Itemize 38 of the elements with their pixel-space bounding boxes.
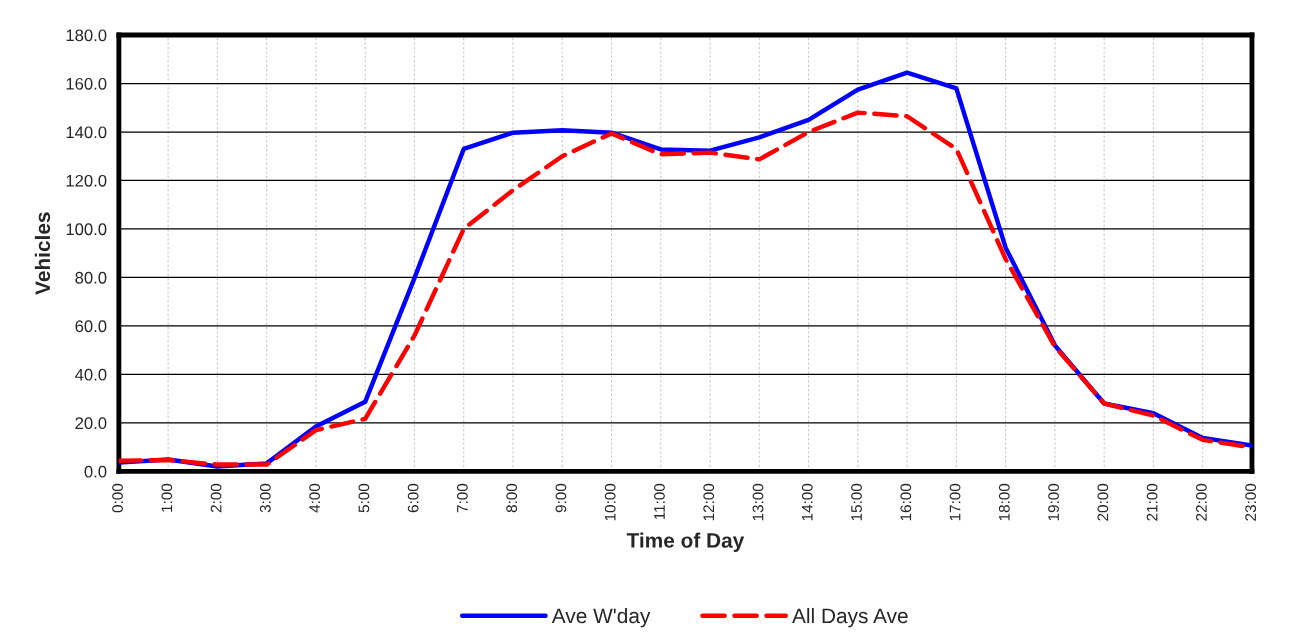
x-tick-label: 21:00 — [1146, 483, 1158, 521]
y-tick-label: 0.0 — [84, 465, 107, 478]
x-tick-label: 11:00 — [654, 483, 665, 520]
y-tick-label: 20.0 — [75, 417, 107, 430]
x-tick-label: 3:00 — [259, 483, 271, 513]
y-axis-title: Vehicles — [34, 212, 51, 295]
x-tick-label: 0:00 — [112, 483, 123, 513]
x-tick-label: 1:00 — [161, 483, 173, 512]
x-tick-label: 18:00 — [998, 483, 1010, 521]
x-tick-label: 16:00 — [900, 483, 912, 521]
y-tick-label: 60.0 — [75, 320, 107, 333]
legend-label: All Days Ave — [792, 607, 908, 628]
x-tick-label: 4:00 — [309, 483, 321, 513]
x-tick-label: 2:00 — [210, 483, 222, 513]
x-tick-label: 17:00 — [949, 483, 961, 521]
x-tick-label: 10:00 — [604, 483, 616, 521]
x-tick-label: 6:00 — [407, 483, 419, 513]
x-tick-label: 15:00 — [851, 483, 862, 521]
x-tick-label: 5:00 — [358, 483, 370, 513]
x-tick-label: 9:00 — [555, 483, 567, 513]
x-tick-label: 7:00 — [457, 483, 468, 513]
x-tick-label: 19:00 — [1048, 483, 1059, 521]
legend-label: Ave W'day — [551, 607, 651, 628]
x-tick-label: 23:00 — [1245, 483, 1257, 521]
y-tick-label: 40.0 — [75, 368, 107, 381]
x-tick-label: 12:00 — [703, 483, 715, 521]
y-tick-label: 100.0 — [66, 223, 107, 236]
x-tick-label: 22:00 — [1195, 483, 1207, 521]
x-tick-label: 20:00 — [1097, 483, 1109, 521]
y-tick-label: 80.0 — [75, 271, 107, 284]
x-axis-title: Time of Day — [626, 532, 745, 552]
y-tick-label: 140.0 — [66, 126, 107, 139]
y-tick-label: 160.0 — [66, 77, 107, 90]
x-tick-label: 8:00 — [506, 483, 518, 513]
y-tick-label: 180.0 — [66, 29, 107, 42]
y-tick-label: 120.0 — [66, 174, 107, 187]
x-tick-label: 13:00 — [752, 483, 764, 521]
x-tick-label: 14:00 — [801, 483, 813, 521]
